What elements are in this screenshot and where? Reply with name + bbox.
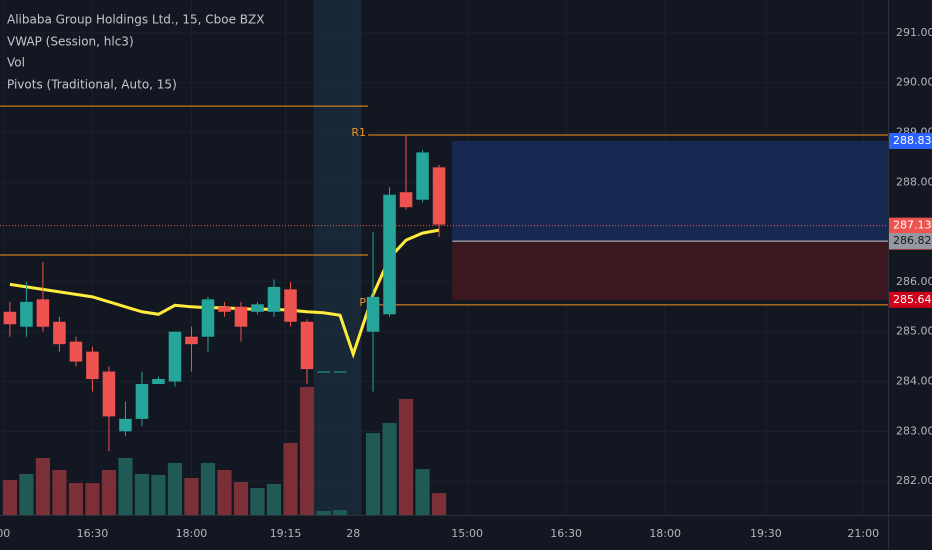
x-tick-label: 19:30 xyxy=(750,527,782,540)
volume-bar xyxy=(68,483,84,515)
volume-bar xyxy=(118,458,133,515)
y-tick-label: 286.00 xyxy=(896,275,932,288)
candle-body xyxy=(185,336,198,345)
volume-bar xyxy=(431,493,447,515)
session-break xyxy=(313,0,362,515)
target-zone xyxy=(452,140,888,242)
candle-body xyxy=(383,194,396,315)
price-tag xyxy=(889,233,932,250)
volume-bar xyxy=(365,433,381,515)
volume-bar xyxy=(19,474,34,515)
candle-body xyxy=(234,306,248,327)
volume-bar xyxy=(2,480,18,515)
y-tick-label: 283.00 xyxy=(896,424,932,437)
volume-bar xyxy=(151,475,166,515)
candle-body xyxy=(317,371,330,373)
candle-body xyxy=(284,289,297,322)
volume-bar xyxy=(398,399,414,515)
candle-body xyxy=(399,192,413,208)
x-tick-label: 18:00 xyxy=(649,527,681,540)
candle-body xyxy=(201,299,215,337)
indicator-label: VWAP (Session, hlc3) xyxy=(7,35,134,49)
pivot-label: R1 xyxy=(351,126,366,139)
price-tag xyxy=(889,291,932,308)
volume-bar xyxy=(184,478,199,515)
x-tick-label: 16:30 xyxy=(77,527,109,540)
candle-body xyxy=(53,321,66,345)
candle-body xyxy=(36,299,50,327)
candle-body xyxy=(86,351,99,380)
pivot-label: P xyxy=(359,296,366,309)
candle-body xyxy=(300,321,314,370)
candle-body xyxy=(218,306,231,312)
price-tag xyxy=(889,217,932,234)
volume-bar xyxy=(167,463,183,515)
chart-title: Alibaba Group Holdings Ltd., 15, Cboe BZ… xyxy=(7,13,264,27)
stop-zone xyxy=(452,241,888,300)
volume-bar xyxy=(266,484,282,515)
candle-body xyxy=(168,331,182,382)
x-tick-label: 15:00 xyxy=(451,527,483,540)
volume-bar xyxy=(200,463,216,515)
indicator-label: Vol xyxy=(7,56,25,70)
volume-bar xyxy=(134,474,150,515)
candle-body xyxy=(152,379,165,385)
candle-body xyxy=(102,371,116,417)
candle-body xyxy=(251,304,264,312)
volume-bar xyxy=(382,423,397,515)
x-tick-label: 16:30 xyxy=(550,527,582,540)
volume-bar xyxy=(101,470,117,515)
volume-bar xyxy=(316,511,331,515)
volume-bar xyxy=(217,470,232,515)
indicator-label: Pivots (Traditional, Auto, 15) xyxy=(7,78,177,92)
candle-body xyxy=(366,296,380,332)
volume-bar xyxy=(35,458,51,515)
candle-body xyxy=(416,152,429,200)
price-tag xyxy=(889,132,932,149)
volume-bar xyxy=(233,482,249,515)
x-tick-label: 21:00 xyxy=(847,527,879,540)
volume-bar xyxy=(52,470,67,515)
candle-body xyxy=(3,311,17,325)
candle-body xyxy=(135,384,149,419)
candle-body xyxy=(333,371,347,373)
price-tag-label: 288.83 xyxy=(893,134,932,147)
price-tag-label: 287.13 xyxy=(893,219,932,232)
volume-bar xyxy=(332,510,348,515)
volume-bar xyxy=(415,469,430,515)
volume-bar xyxy=(283,443,298,515)
candle-body xyxy=(69,341,83,362)
candle-body xyxy=(119,418,132,432)
y-tick-label: 290.00 xyxy=(896,76,932,89)
y-tick-label: 288.00 xyxy=(896,175,932,188)
volume-bar xyxy=(299,387,315,515)
candle-body xyxy=(432,167,446,225)
x-tick-label: 18:00 xyxy=(176,527,208,540)
y-tick-label: 282.00 xyxy=(896,474,932,487)
x-tick-label: 19:15 xyxy=(270,527,302,540)
x-tick-label: 28 xyxy=(346,527,360,540)
candle-body xyxy=(267,286,281,312)
price-tag-label: 286.82 xyxy=(893,234,932,247)
price-tag-label: 285.64 xyxy=(893,293,932,306)
y-tick-label: 285.00 xyxy=(896,325,932,338)
x-tick-label: 00 xyxy=(0,527,10,540)
y-tick-label: 284.00 xyxy=(896,375,932,388)
volume-bar xyxy=(85,483,100,515)
y-tick-label: 291.00 xyxy=(896,26,932,39)
candle-body xyxy=(20,301,33,327)
volume-bar xyxy=(250,488,265,515)
